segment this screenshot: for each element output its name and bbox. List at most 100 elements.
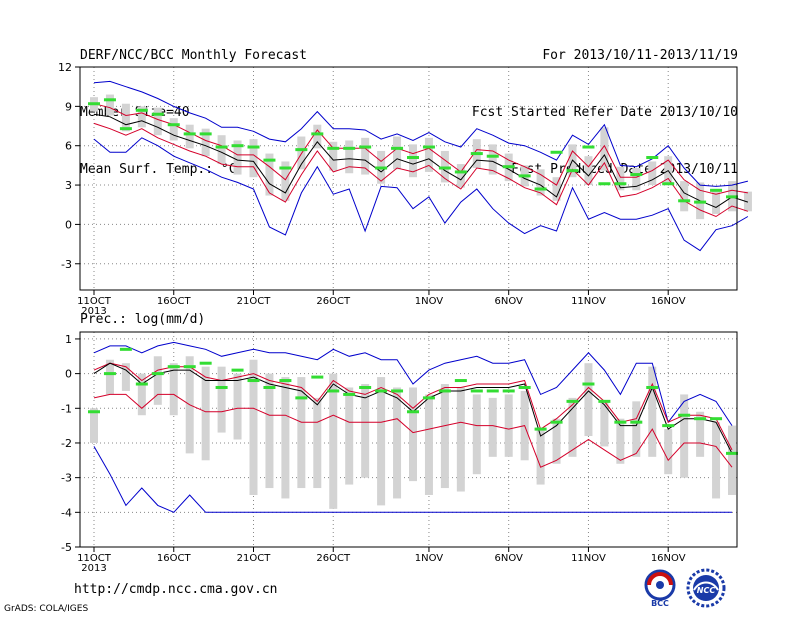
prec-quartile-box <box>153 356 162 405</box>
prec-climatology-marker <box>311 375 324 379</box>
forecast-title: DERF/NCC/BCC Monthly Forecast <box>80 48 307 63</box>
temp-climatology-marker <box>726 195 738 199</box>
temp-climatology-marker <box>662 182 675 186</box>
temp-climatology-marker <box>582 145 595 149</box>
temp-quartile-box <box>743 191 752 212</box>
temp-climatology-marker <box>422 145 435 149</box>
temp-quartile-box <box>393 136 402 170</box>
prec-xtick-label: 1NOV <box>415 553 444 564</box>
temp-climatology-marker <box>167 123 180 127</box>
temp-climatology-marker <box>486 154 499 158</box>
temp-quartile-box <box>265 153 274 196</box>
temp-climatology-marker <box>343 146 356 150</box>
prec-quartile-box <box>552 418 561 464</box>
temp-quartile-box <box>632 168 641 191</box>
prec-xtick-label: 26OCT <box>316 553 351 564</box>
prec-climatology-marker <box>582 382 595 386</box>
temp-climatology-marker <box>454 170 467 174</box>
temp-climatology-marker <box>614 182 627 186</box>
temp-climatology-marker <box>550 150 563 154</box>
prec-quartile-box <box>728 425 736 495</box>
prec-climatology-marker <box>598 399 611 403</box>
prec-climatology-marker <box>391 389 404 393</box>
prec-climatology-marker <box>343 392 356 396</box>
prec-quartile-box <box>472 394 481 475</box>
prec-climatology-marker <box>151 372 164 376</box>
temp-quartile-box <box>680 181 689 212</box>
temp-climatology-marker <box>694 200 707 204</box>
temp-climatology-marker <box>710 188 723 192</box>
temp-ytick-label: 6 <box>65 140 72 153</box>
prec-series-lower-line <box>93 393 733 468</box>
prec-climatology-marker <box>407 410 419 414</box>
variable-label: Mean Surf. Temp.: °C <box>80 162 237 177</box>
temp-climatology-marker <box>183 132 196 136</box>
prec-quartile-box <box>504 394 513 457</box>
temp-quartile-box <box>712 190 721 214</box>
prec-climatology-marker <box>231 368 244 372</box>
prec-climatology-marker <box>726 451 738 455</box>
temp-climatology-marker <box>598 182 611 186</box>
prec-quartile-box <box>440 384 449 489</box>
prec-xtick-label: 16NOV <box>651 553 686 564</box>
prec-ytick-label: -1 <box>61 402 72 415</box>
temp-climatology-marker <box>359 145 372 149</box>
prec-climatology-marker <box>375 389 388 393</box>
temp-ytick-label: 0 <box>65 218 72 231</box>
prec-quartile-box <box>105 359 114 395</box>
temp-series-upper-line <box>93 103 748 195</box>
forecast-period: For 2013/10/11-2013/11/19 <box>542 48 738 63</box>
temp-quartile-box <box>456 164 465 188</box>
temp-xtick-label: 26OCT <box>316 296 351 307</box>
prec-climatology-marker <box>678 413 691 417</box>
prec-climatology-marker <box>518 385 531 389</box>
prec-climatology-marker <box>183 365 196 369</box>
temp-climatology-marker <box>630 173 643 177</box>
temp-quartile-box <box>249 139 258 178</box>
prec-ytick-label: -2 <box>61 437 72 450</box>
temp-climatology-marker <box>215 145 228 149</box>
temp-climatology-marker <box>327 146 340 150</box>
prec-climatology-marker <box>295 396 308 400</box>
temp-quartile-box <box>153 107 162 136</box>
temp-quartile-box <box>329 141 338 171</box>
prec-climatology-marker <box>662 424 675 428</box>
prec-xtick-label: 16OCT <box>157 553 192 564</box>
temp-climatology-marker <box>247 145 260 149</box>
temp-quartile-box <box>552 177 561 201</box>
temp-quartile-box <box>137 106 146 128</box>
temp-climatology-marker <box>295 148 308 152</box>
prec-quartile-box <box>600 401 609 447</box>
temp-xtick-label: 16OCT <box>157 296 192 307</box>
prec-quartile-box <box>249 359 258 495</box>
prec-quartile-box <box>233 373 242 440</box>
prec-quartile-box <box>393 387 402 499</box>
prec-climatology-marker <box>614 420 627 424</box>
temp-xtick-label: 6NOV <box>495 296 524 307</box>
prec-quartile-box <box>664 429 673 475</box>
temp-climatology-marker <box>135 108 148 112</box>
temp-quartile-box <box>185 124 194 149</box>
prec-climatology-marker <box>422 396 435 400</box>
temp-quartile-box <box>600 127 609 171</box>
temp-climatology-marker <box>375 166 388 170</box>
source-url[interactable]: http://cmdp.ncc.cma.gov.cn <box>74 582 278 597</box>
grads-credit: GrADS: COLA/IGES <box>4 604 89 614</box>
bcc-logo-text: BCC <box>651 599 669 608</box>
prec-quartile-box <box>680 394 689 478</box>
prec-quartile-box <box>409 387 417 482</box>
prec-quartile-box <box>568 397 577 457</box>
prec-series-min-line <box>93 446 732 513</box>
temp-climatology-marker <box>646 156 659 160</box>
prec-climatology-marker <box>215 385 228 389</box>
temp-climatology-marker <box>311 132 324 136</box>
prec-climatology-marker <box>486 389 499 393</box>
prec-ytick-label: -5 <box>61 541 72 554</box>
prec-climatology-marker <box>263 385 276 389</box>
temp-series-max-line <box>93 80 749 187</box>
temp-xtick-label: 1NOV <box>415 296 444 307</box>
prec-climatology-marker <box>630 420 643 424</box>
bcc-logo-icon: BCC <box>644 569 676 608</box>
prec-quartile-box <box>281 377 290 499</box>
prec-quartile-box <box>648 366 657 457</box>
